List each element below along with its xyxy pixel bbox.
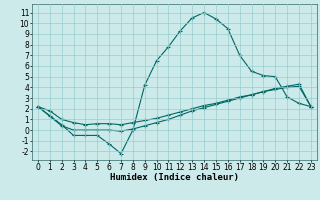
X-axis label: Humidex (Indice chaleur): Humidex (Indice chaleur): [110, 173, 239, 182]
